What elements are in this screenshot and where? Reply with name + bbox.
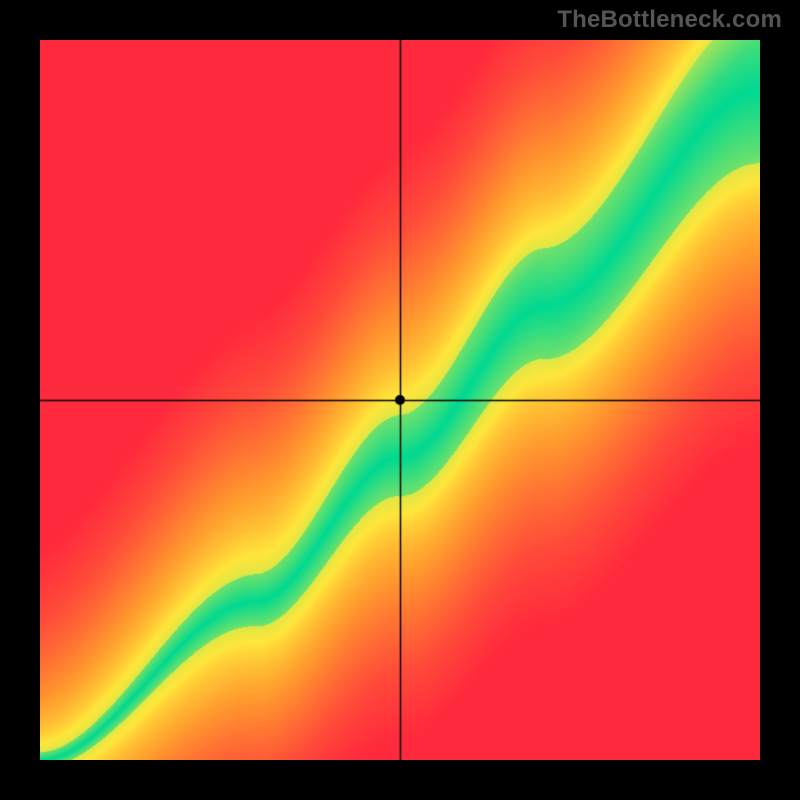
bottleneck-heatmap bbox=[40, 40, 760, 760]
chart-container: { "watermark": { "text": "TheBottleneck.… bbox=[0, 0, 800, 800]
watermark-text: TheBottleneck.com bbox=[557, 6, 782, 34]
